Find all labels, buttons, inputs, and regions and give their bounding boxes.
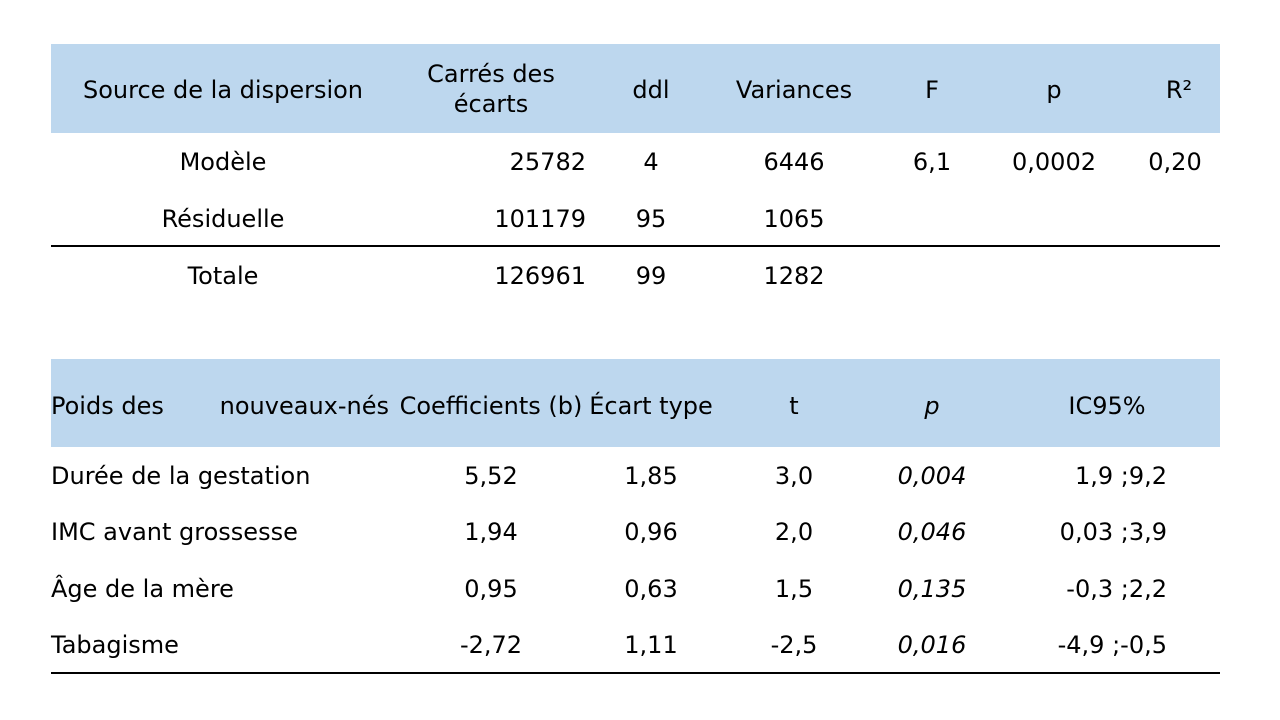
row-ci: 0,03 ;3,9 — [1059, 518, 1167, 546]
regression-table: Poids des nouveaux-nés Coefficients (b) … — [51, 359, 1220, 675]
header-df: ddl — [632, 76, 670, 104]
row-df: 95 — [635, 205, 667, 233]
header-std-error: Écart type — [589, 392, 713, 420]
header-sum-of-squares: Carrés des écarts — [427, 60, 555, 118]
row-df: 99 — [635, 262, 667, 290]
row-label: IMC avant grossesse — [51, 518, 298, 546]
divider-line — [51, 245, 1220, 247]
anova-header-row: Source de la dispersion Carrés des écart… — [51, 44, 1220, 133]
row-p: 0,135 — [897, 575, 967, 603]
row-source: Modèle — [179, 148, 267, 176]
header-f: F — [925, 76, 939, 104]
row-t: 2,0 — [774, 518, 814, 546]
row-se: 1,85 — [624, 462, 678, 490]
header-variable-part2: nouveaux-nés — [219, 392, 389, 420]
row-ci: 1,9 ;9,2 — [1074, 462, 1167, 490]
row-label: Âge de la mère — [51, 575, 234, 603]
row-label: Durée de la gestation — [51, 462, 311, 490]
row-p: 0,0002 — [1012, 148, 1096, 176]
header-variable-part1: Poids des — [51, 392, 164, 420]
header-ci95: IC95% — [1068, 392, 1146, 420]
row-p: 0,046 — [897, 518, 967, 546]
header-coefficients: Coefficients (b) — [399, 392, 583, 420]
row-ss: 101179 — [494, 205, 586, 233]
row-t: -2,5 — [770, 631, 818, 659]
row-se: 0,96 — [624, 518, 678, 546]
header-r2: R² — [1165, 76, 1193, 104]
row-df: 4 — [643, 148, 659, 176]
row-ci: -4,9 ;-0,5 — [1057, 631, 1167, 659]
row-coef: 5,52 — [464, 462, 518, 490]
row-label: Tabagisme — [51, 631, 179, 659]
bottom-rule — [51, 672, 1220, 674]
row-source: Résiduelle — [161, 205, 285, 233]
row-t: 1,5 — [774, 575, 814, 603]
header-variances: Variances — [735, 76, 853, 104]
anova-table: Source de la dispersion Carrés des écart… — [51, 44, 1220, 294]
row-coef: 1,94 — [464, 518, 518, 546]
row-coef: -2,72 — [459, 631, 523, 659]
row-p: 0,016 — [897, 631, 967, 659]
row-coef: 0,95 — [464, 575, 518, 603]
header-p: p — [924, 392, 940, 420]
row-p: 0,004 — [897, 462, 967, 490]
row-source: Totale — [187, 262, 259, 290]
header-p: p — [1046, 76, 1062, 104]
row-variance: 6446 — [763, 148, 825, 176]
row-ss: 25782 — [509, 148, 586, 176]
regression-header-row: Poids des nouveaux-nés Coefficients (b) … — [51, 359, 1220, 447]
row-se: 1,11 — [624, 631, 678, 659]
row-variance: 1282 — [763, 262, 825, 290]
row-t: 3,0 — [774, 462, 814, 490]
row-se: 0,63 — [624, 575, 678, 603]
row-r2: 0,20 — [1148, 148, 1202, 176]
row-variance: 1065 — [763, 205, 825, 233]
header-source: Source de la dispersion — [82, 76, 364, 104]
row-f: 6,1 — [912, 148, 952, 176]
header-t: t — [789, 392, 799, 420]
row-ci: -0,3 ;2,2 — [1066, 575, 1167, 603]
row-ss: 126961 — [494, 262, 586, 290]
